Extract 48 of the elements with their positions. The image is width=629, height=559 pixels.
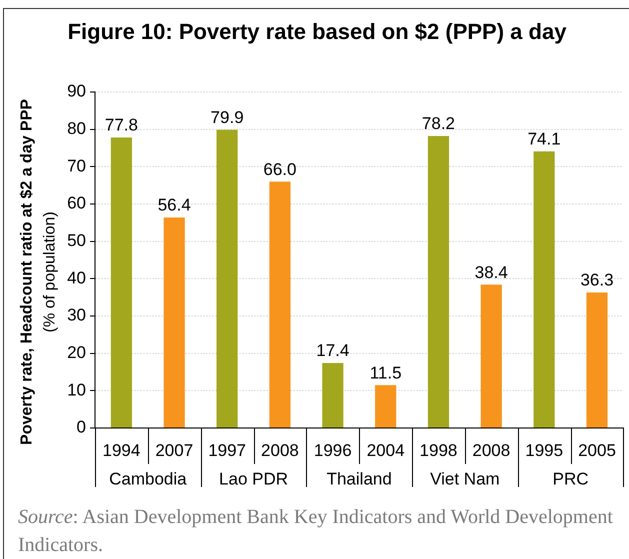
text: Viet Nam bbox=[430, 470, 500, 489]
bar bbox=[110, 138, 132, 428]
y-tick-label: 80 bbox=[67, 119, 86, 138]
text: Thailand bbox=[326, 470, 392, 489]
data-label: 79.9 bbox=[210, 108, 244, 127]
y-tick-label: 30 bbox=[67, 306, 86, 325]
chart-title: Figure 10: Poverty rate based on $2 (PPP) a day bbox=[68, 19, 568, 44]
data-label: 78.2 bbox=[422, 114, 456, 134]
data-label: 74.1 bbox=[528, 130, 561, 149]
text: PRC bbox=[552, 470, 589, 489]
y-tick-label: 0 bbox=[76, 418, 86, 437]
source-note: Source: Asian Development Bank Key Indicators and World Development Indicators. bbox=[18, 505, 614, 558]
text: Cambodia bbox=[109, 470, 188, 489]
bar bbox=[586, 292, 608, 428]
bar bbox=[164, 217, 185, 428]
y-tick-label: 40 bbox=[67, 268, 86, 288]
x-tick-label: 2004 bbox=[366, 440, 405, 460]
y-tick-label: 50 bbox=[67, 231, 86, 250]
bar bbox=[216, 130, 238, 428]
x-tick-label: 2008 bbox=[472, 440, 510, 460]
y-tick-label: 70 bbox=[67, 156, 86, 176]
data-label: 56.4 bbox=[158, 196, 191, 215]
data-label: 36.3 bbox=[580, 270, 614, 290]
text: Lao PDR bbox=[219, 470, 288, 489]
bar bbox=[322, 363, 344, 428]
bar bbox=[428, 136, 450, 428]
x-tick-label: 2007 bbox=[155, 440, 194, 460]
data-label: 77.8 bbox=[104, 116, 138, 135]
y-axis-title: Poverty rate, Headcount ratio at $2 a day PPP (% of population) bbox=[18, 98, 58, 445]
x-tick-label: 2008 bbox=[261, 440, 299, 460]
x-tick-label: 1998 bbox=[420, 440, 458, 460]
data-label: 17.4 bbox=[316, 341, 350, 360]
data-label: 66.0 bbox=[263, 160, 296, 179]
data-label: 38.4 bbox=[474, 262, 508, 282]
bar bbox=[269, 182, 291, 428]
bar bbox=[480, 284, 502, 428]
x-tick-label: 1995 bbox=[525, 440, 564, 460]
y-tick-label: 90 bbox=[67, 82, 86, 101]
bar bbox=[534, 151, 555, 428]
x-tick-label: 1997 bbox=[208, 440, 246, 460]
bar bbox=[375, 385, 396, 428]
y-tick-label: 20 bbox=[67, 343, 86, 362]
y-tick-label: 10 bbox=[67, 380, 86, 400]
data-label: 11.5 bbox=[370, 363, 402, 382]
x-tick-label: 1994 bbox=[102, 440, 140, 460]
x-tick-label: 1996 bbox=[314, 440, 352, 460]
x-tick-label: 2005 bbox=[578, 440, 616, 460]
y-tick-label: 60 bbox=[67, 194, 86, 213]
